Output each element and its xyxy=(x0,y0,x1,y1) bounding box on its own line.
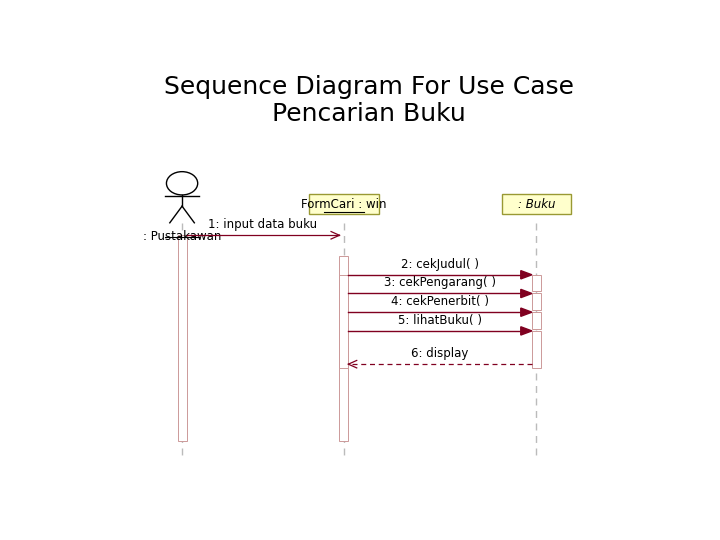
Text: Pencarian Buku: Pencarian Buku xyxy=(272,102,466,126)
Bar xyxy=(339,275,348,368)
Bar xyxy=(178,235,186,441)
Text: : Pustakawan: : Pustakawan xyxy=(143,230,221,243)
Bar xyxy=(502,194,571,214)
Text: Sequence Diagram For Use Case: Sequence Diagram For Use Case xyxy=(164,75,574,99)
Polygon shape xyxy=(521,271,532,279)
Text: 4: cekPenerbit( ): 4: cekPenerbit( ) xyxy=(391,295,489,308)
Text: : Buku: : Buku xyxy=(518,198,555,211)
Text: 1: input data buku: 1: input data buku xyxy=(208,218,318,231)
Polygon shape xyxy=(521,308,532,316)
Bar xyxy=(309,194,379,214)
Bar xyxy=(532,331,541,368)
Text: FormCari : win: FormCari : win xyxy=(301,198,387,211)
Text: 2: cekJudul( ): 2: cekJudul( ) xyxy=(401,258,479,271)
Bar xyxy=(532,275,541,292)
Bar xyxy=(532,294,541,310)
Bar xyxy=(339,256,348,441)
Circle shape xyxy=(166,172,198,195)
Polygon shape xyxy=(521,327,532,335)
Text: 5: lihatBuku( ): 5: lihatBuku( ) xyxy=(398,314,482,327)
Bar xyxy=(532,312,541,329)
Polygon shape xyxy=(521,289,532,298)
Text: 3: cekPengarang( ): 3: cekPengarang( ) xyxy=(384,276,496,289)
Text: 6: display: 6: display xyxy=(411,347,469,360)
